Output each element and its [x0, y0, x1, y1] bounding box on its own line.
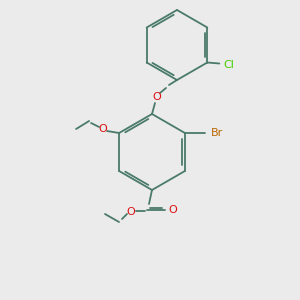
- Text: O: O: [99, 124, 107, 134]
- Text: Br: Br: [211, 128, 223, 138]
- Text: Cl: Cl: [224, 59, 235, 70]
- Text: O: O: [169, 205, 177, 215]
- Text: O: O: [127, 207, 135, 217]
- Text: O: O: [153, 92, 161, 102]
